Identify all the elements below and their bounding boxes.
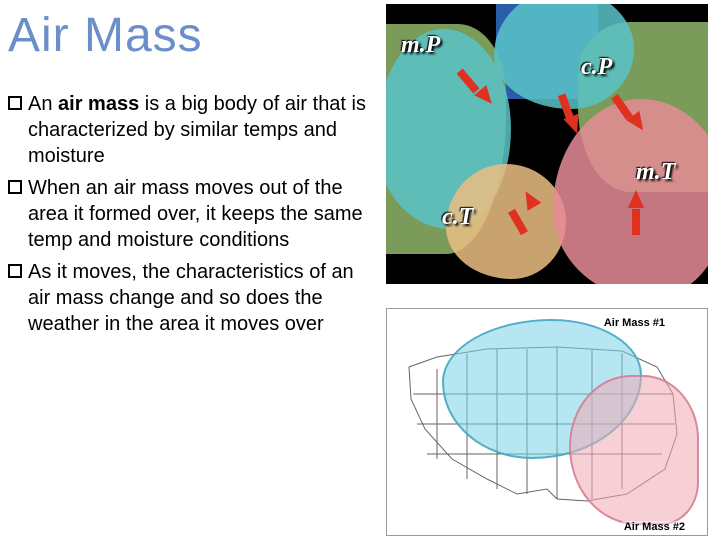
bullet-item: As it moves, the characteristics of an a… [8,259,378,337]
air-mass-map-north-america: m.P c.P c.T m.T [386,4,708,284]
bullet-post: As it moves, the characteristics of an a… [28,261,354,335]
bullet-pre: An [28,93,58,115]
bullet-post: When an air mass moves out of the area i… [28,177,363,251]
air-mass-label-cT: c.T [442,204,473,231]
bullet-text: An air mass is a big body of air that is… [28,91,378,169]
bullet-square-icon [8,180,22,194]
bullet-square-icon [8,96,22,110]
air-mass-label-mP: m.P [401,32,440,59]
air-mass-label-1: Air Mass #1 [602,317,667,329]
air-mass-label-2: Air Mass #2 [622,521,687,533]
air-mass-map-us-outline: Air Mass #1 Air Mass #2 [386,308,708,536]
arrow-icon [632,209,640,235]
bullet-text: When an air mass moves out of the area i… [28,175,378,253]
arrow-head-icon [628,190,644,208]
bullet-list: An air mass is a big body of air that is… [8,91,378,343]
bullet-square-icon [8,264,22,278]
air-mass-label-cP: c.P [581,54,612,81]
bullet-bold: air mass [58,93,139,115]
bullet-item: When an air mass moves out of the area i… [8,175,378,253]
air-mass-region-2 [569,375,699,525]
map-canvas: m.P c.P c.T m.T [386,4,708,284]
bullet-item: An air mass is a big body of air that is… [8,91,378,169]
air-mass-label-mT: m.T [636,159,675,186]
bullet-text: As it moves, the characteristics of an a… [28,259,378,337]
